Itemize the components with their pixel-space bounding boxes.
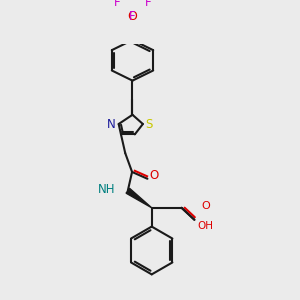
Text: F: F <box>145 0 151 9</box>
Text: F: F <box>129 11 136 23</box>
Polygon shape <box>126 188 152 208</box>
Text: O: O <box>201 201 210 211</box>
Text: S: S <box>146 118 153 130</box>
Text: O: O <box>149 169 158 182</box>
Text: N: N <box>107 118 116 130</box>
Text: NH: NH <box>98 182 116 196</box>
Text: F: F <box>114 0 120 9</box>
Text: OH: OH <box>198 221 214 231</box>
Text: O: O <box>128 10 137 23</box>
